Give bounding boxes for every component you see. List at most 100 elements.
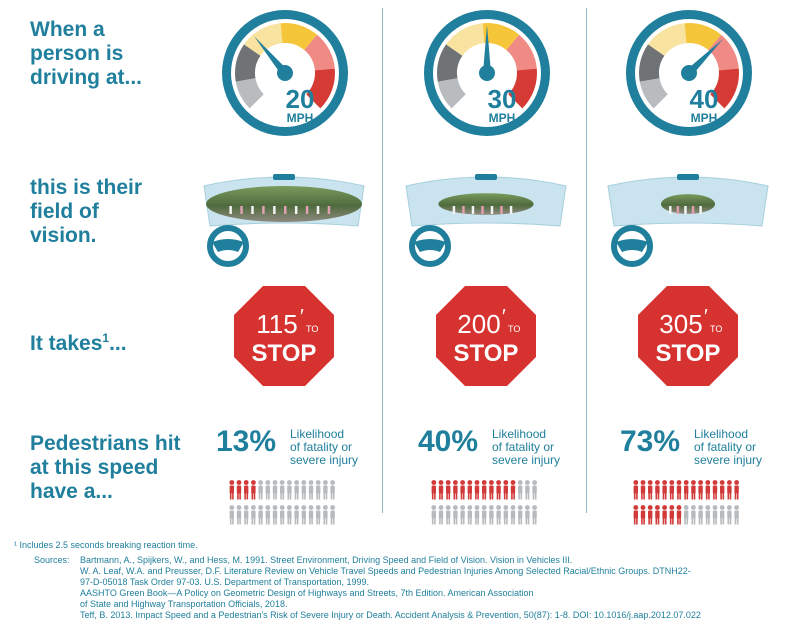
person-icon [279,480,285,500]
gauge-segment [710,68,739,109]
stop-octagon [638,286,738,386]
stop-label: STOP [656,340,721,367]
person-icon [330,480,335,500]
label-field-of-vision: this is their field of vision. [30,176,143,247]
person-icon [272,505,278,525]
person-icon [705,480,711,500]
scene-pedestrian [251,206,254,214]
person-icon [496,480,501,500]
gauge-segment [639,78,668,109]
person-icon [525,480,530,500]
scene-pedestrian [509,206,513,214]
label-pedestrians-hit: Pedestrians hit at this speed have a... [30,432,181,503]
stopping-distance: 305 [659,309,702,339]
scene-pedestrian [691,206,695,214]
person-icon [698,480,703,500]
to-label: TO [508,324,520,334]
sources-list: Bartmann, A., Spijkers, W., and Hess, M.… [80,555,780,621]
gauge-segment [306,68,335,109]
person-icon [460,505,465,525]
scene-pedestrian [240,206,243,214]
person-icon [640,505,646,525]
street-scene [438,193,534,215]
gauge-segment [244,23,283,56]
scene-pedestrian [481,206,484,214]
person-icon [503,480,509,500]
person-icon [481,480,487,500]
feet-mark: ′ [300,306,304,328]
scene-pedestrian [327,206,331,214]
steering-wheel-icon [409,225,451,267]
sources-label: Sources: [34,555,70,565]
person-icon [272,480,278,500]
to-label: TO [710,324,722,334]
person-icon [431,505,437,525]
likelihood-description: Likelihood of fatality or severe injury [492,427,561,467]
windshield-field-of-vision [203,174,365,267]
person-icon [669,505,675,525]
person-icon [734,505,739,525]
person-icon [258,480,263,500]
windshield-field-of-vision [405,174,567,267]
scene-pedestrian [284,206,287,214]
fatality-percentage: 13% [216,425,277,458]
speed-unit: MPH [691,111,718,125]
person-icon [712,480,718,500]
gauge-hub [681,65,697,81]
person-icon [445,480,451,500]
source-citation: AASHTO Green Book—A Policy on Geometric … [80,588,534,609]
speed-unit: MPH [287,111,314,125]
stop-octagon [234,286,334,386]
person-icon [481,505,487,525]
person-icon [315,480,321,500]
speed-value: 20 [286,84,315,114]
person-icon [503,505,509,525]
person-icon [445,505,451,525]
gauge-needle [686,39,723,76]
scene-pedestrian [676,206,680,214]
person-icon [287,505,292,525]
gauge-needle [254,36,289,76]
person-icon [655,505,660,525]
scene-pedestrian [699,206,702,214]
person-icon [460,480,465,500]
scene-pedestrian [669,206,672,214]
gauge-segment [639,44,665,82]
column-40-mph: 40 MPH 305 ′ TO STOP 73% Likelihood of fatality… [594,0,792,525]
person-icon [669,480,675,500]
person-icon [229,505,235,525]
gauge-segment [235,78,264,109]
stop-sign: 200 ′TO STOP [436,286,536,386]
source-citation: W. A. Leaf, W.A. and Preusser, D.F. Lite… [80,566,691,587]
gauge-segment [482,23,520,51]
person-icon [633,505,639,525]
rearview-mirror [475,174,497,180]
scene-pedestrian [229,206,232,214]
person-icon [265,480,271,500]
gauge-hub [277,65,293,81]
stop-sign: 305 ′TO STOP [638,286,738,386]
scene-pedestrian [471,206,475,214]
person-icon [294,480,299,500]
gauge-segment [235,44,261,82]
speed-unit: MPH [489,111,516,125]
person-icon [467,505,473,525]
person-icon [236,505,242,525]
scene-pedestrian [490,206,494,214]
gauge-hub [479,65,495,81]
gauge-segment [508,68,537,109]
person-icon [315,505,321,525]
fatality-percentage: 40% [418,425,479,458]
gauge-segment [648,23,687,56]
likelihood-description: Likelihood of fatality or severe injury [290,427,359,467]
person-icon [489,505,494,525]
person-icon [323,505,328,525]
label-it-takes: It takes1... [30,302,127,356]
feet-mark: ′ [704,306,708,328]
person-icon [294,505,299,525]
street-scene [206,186,362,222]
person-icon [308,480,314,500]
label-driving-at: When a person is driving at... [30,18,143,89]
stop-sign: 115 ′TO STOP [234,286,334,386]
person-icon [676,505,682,525]
